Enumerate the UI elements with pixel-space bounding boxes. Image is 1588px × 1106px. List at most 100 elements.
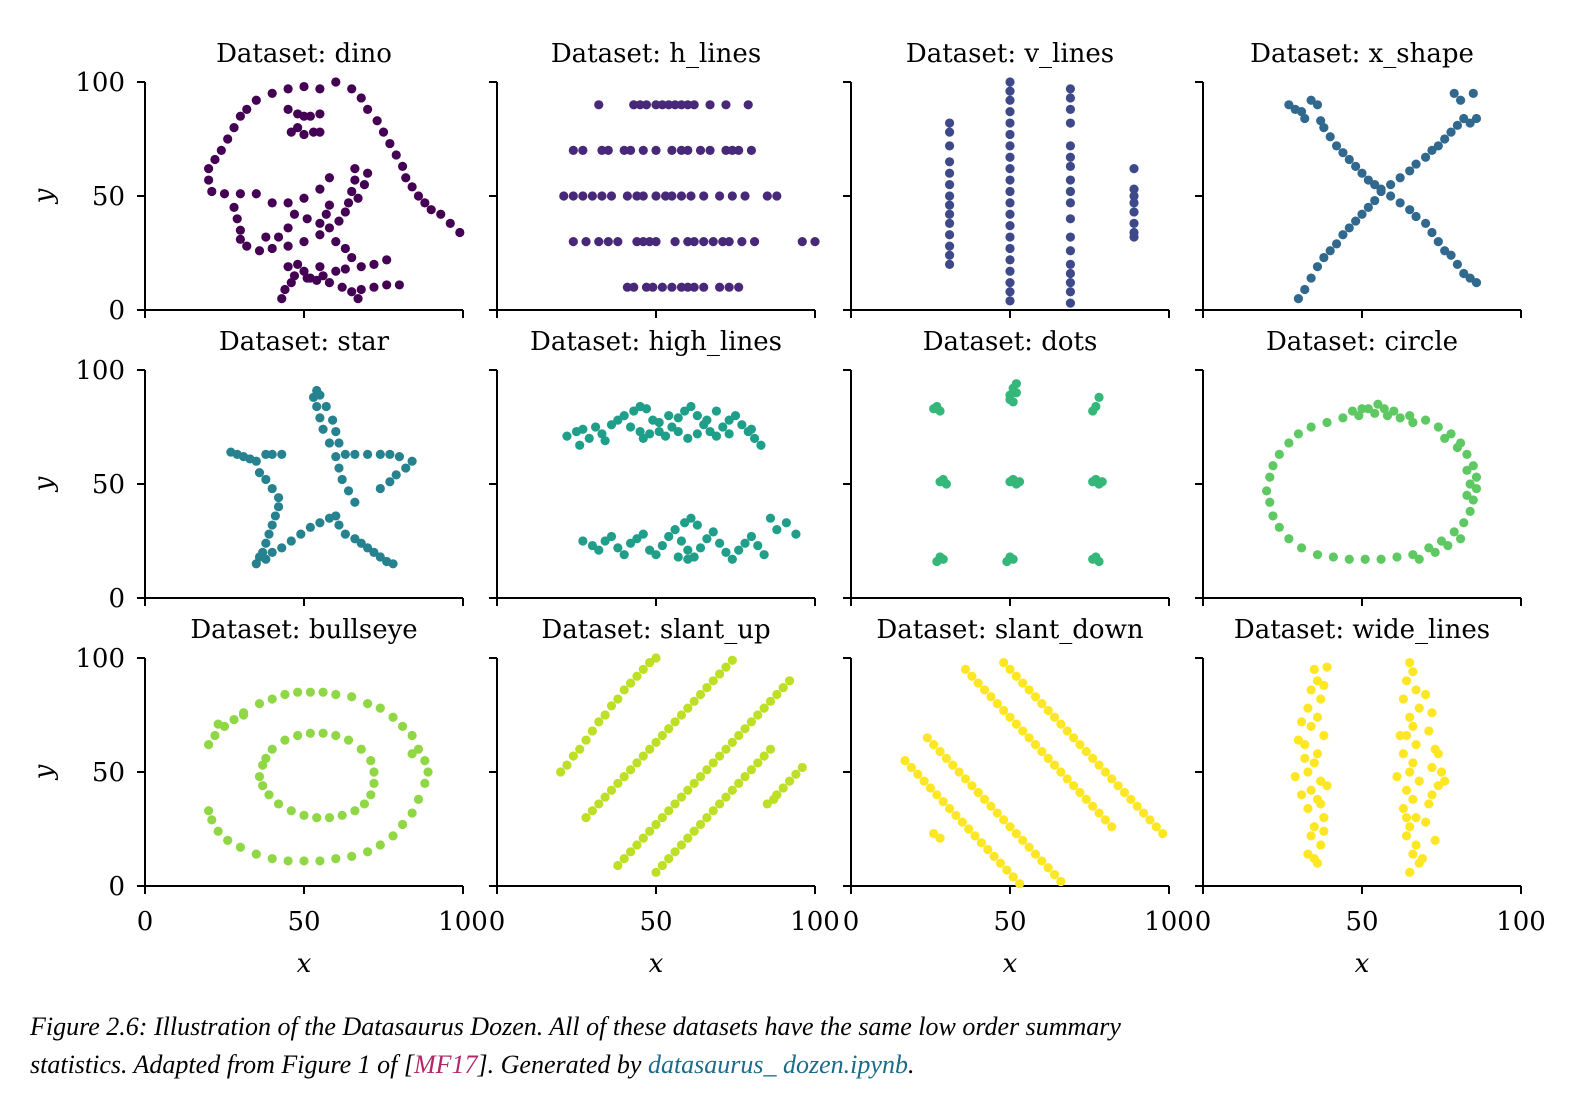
data-point (772, 525, 782, 535)
y-tick-label: 0 (108, 872, 125, 902)
data-point (1331, 239, 1342, 249)
data-point (1296, 107, 1307, 117)
data-point (651, 867, 661, 877)
data-point (1309, 854, 1319, 864)
data-point (1005, 221, 1015, 231)
data-point (1405, 205, 1415, 215)
data-point (369, 778, 379, 789)
data-point (1344, 223, 1354, 233)
data-point (401, 173, 411, 183)
data-point (594, 545, 604, 555)
data-point (1405, 712, 1415, 722)
data-point (1357, 168, 1367, 178)
data-point (296, 529, 306, 539)
data-point (944, 259, 955, 269)
data-point (347, 186, 357, 197)
data-point (375, 483, 385, 494)
data-point (664, 854, 674, 864)
data-point (407, 730, 417, 741)
data-point (695, 819, 706, 830)
data-point (676, 792, 687, 802)
data-point (1405, 411, 1415, 421)
data-point (1005, 255, 1015, 265)
data-point (1306, 685, 1316, 695)
data-point (651, 819, 661, 830)
data-point (1030, 692, 1041, 702)
data-point (664, 411, 674, 421)
data-point (673, 413, 683, 423)
data-point (223, 134, 233, 144)
data-point (625, 538, 636, 548)
data-point (1011, 828, 1021, 839)
data-point (359, 799, 370, 809)
notebook-link[interactable]: datasaurus_ dozen.ipynb (647, 1050, 908, 1079)
data-point (1268, 511, 1278, 521)
data-point (337, 810, 347, 820)
data-point (1005, 296, 1015, 306)
data-point (727, 554, 737, 564)
data-point (267, 198, 277, 208)
data-point (1452, 442, 1462, 453)
data-point (1005, 164, 1015, 174)
data-point (935, 746, 945, 757)
data-point (641, 404, 652, 414)
data-point (1398, 749, 1408, 759)
data-point (676, 840, 687, 850)
data-point (1376, 554, 1386, 564)
data-point (778, 783, 788, 793)
data-point (635, 426, 645, 437)
data-point (645, 826, 655, 836)
data-point (1011, 379, 1021, 389)
data-point (1018, 726, 1028, 736)
data-point (986, 801, 996, 811)
scatter-grid: Dataset: dino 0 50 100 y Dataset: h_lines Data… (29, 39, 1546, 979)
data-point (708, 527, 718, 537)
data-point (944, 209, 955, 219)
data-point (1421, 152, 1431, 162)
data-point (1389, 406, 1399, 416)
data-point (967, 781, 977, 791)
data-point (283, 241, 293, 251)
data-point (334, 216, 344, 226)
data-point (407, 182, 417, 192)
citation-link[interactable]: MF17 (413, 1050, 478, 1079)
data-point (578, 145, 588, 155)
data-point (683, 433, 693, 443)
data-point (286, 127, 296, 137)
data-point (293, 259, 303, 269)
data-point (363, 449, 373, 459)
data-point (932, 556, 942, 567)
data-point (932, 790, 942, 800)
data-point (944, 191, 955, 201)
data-point (343, 198, 354, 208)
data-point (695, 145, 706, 155)
data-point (283, 856, 293, 866)
data-point (999, 815, 1009, 825)
data-point (1088, 554, 1098, 564)
data-point (1421, 689, 1431, 700)
data-point (1395, 173, 1405, 183)
data-point (680, 406, 690, 416)
data-point (1005, 77, 1015, 87)
data-point (705, 426, 715, 437)
data-point (312, 813, 322, 823)
data-point (238, 708, 249, 718)
data-point (797, 762, 807, 773)
data-point (1405, 867, 1415, 877)
data-point (715, 191, 725, 201)
data-point (641, 100, 652, 110)
data-point (363, 104, 373, 114)
data-point (1344, 154, 1354, 165)
data-point (702, 813, 712, 823)
data-point (683, 703, 693, 713)
data-point (1386, 191, 1396, 201)
data-point (683, 833, 693, 843)
data-point (1065, 298, 1076, 308)
data-point (948, 760, 958, 770)
data-point (388, 831, 398, 841)
data-point (708, 758, 718, 768)
data-point (280, 284, 290, 295)
data-point (705, 100, 715, 110)
data-point (1462, 490, 1472, 500)
data-point (369, 547, 379, 558)
